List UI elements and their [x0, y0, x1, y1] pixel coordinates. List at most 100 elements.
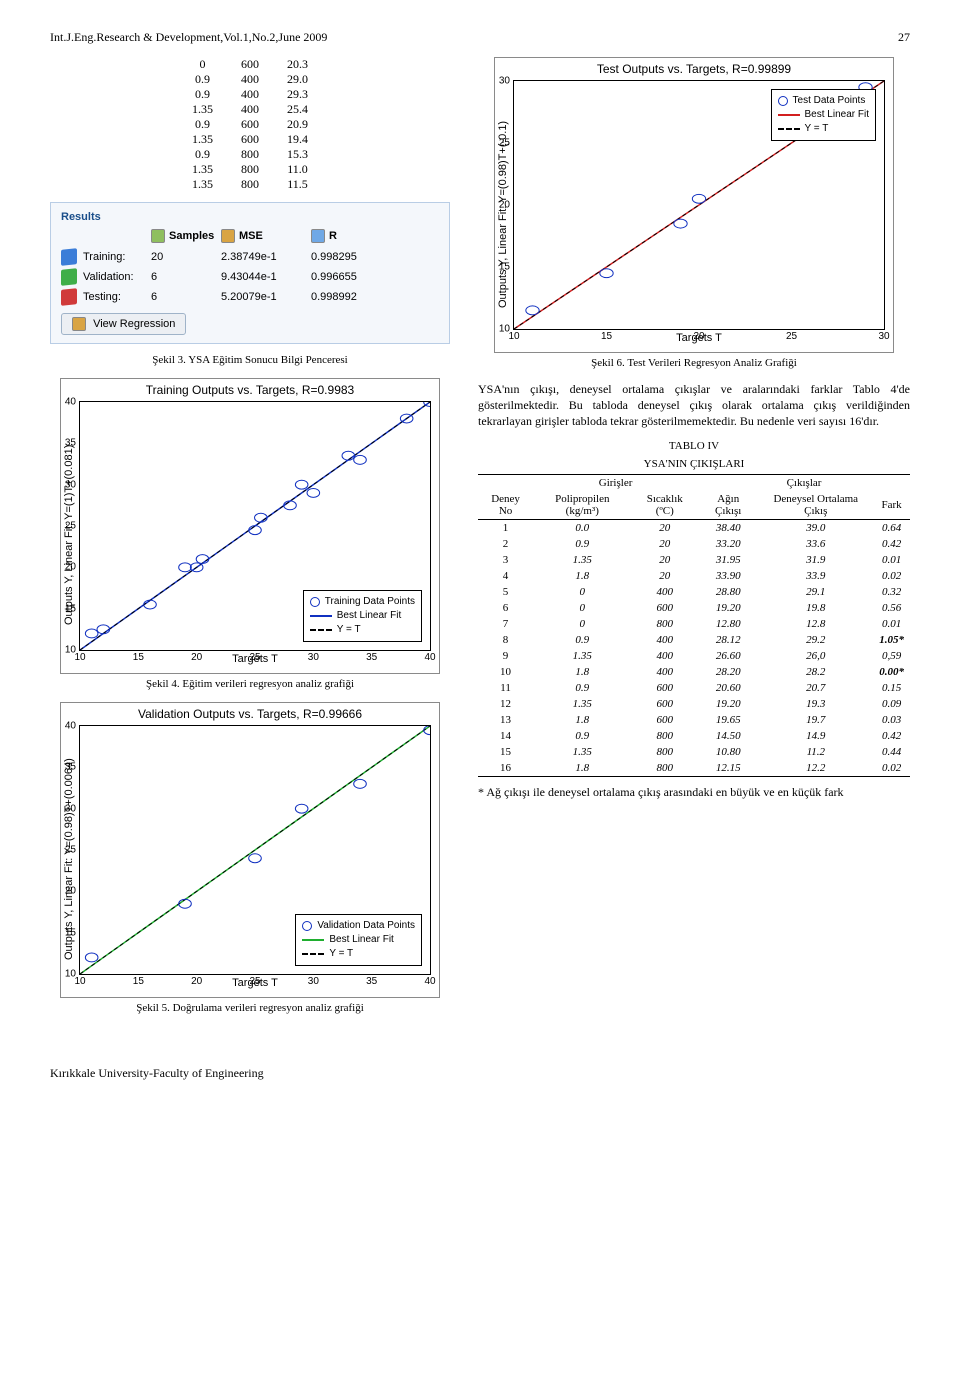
table-cell: 400 — [631, 632, 698, 648]
mini-cell: 0.9 — [178, 147, 227, 162]
mini-cell: 15.3 — [273, 147, 322, 162]
training-chart: Training Outputs vs. Targets, R=0.9983Ou… — [60, 378, 440, 674]
chart-title: Validation Outputs vs. Targets, R=0.9966… — [61, 703, 439, 721]
table-cell: 28.12 — [698, 632, 758, 648]
table-cell: 6 — [478, 600, 533, 616]
table-cell: 19.3 — [758, 696, 873, 712]
mini-cell: 11.5 — [273, 177, 322, 192]
mini-cell: 0.9 — [178, 87, 227, 102]
xtick: 20 — [191, 976, 202, 987]
ytick: 25 — [65, 845, 76, 856]
table-row: 10.02038.4039.00.64 — [478, 519, 910, 536]
table-cell: 0 — [533, 616, 631, 632]
table-cell: 0.02 — [873, 760, 910, 777]
group-head: Girişler — [533, 474, 698, 491]
table-cell: 3 — [478, 552, 533, 568]
table-cell: 26.60 — [698, 648, 758, 664]
page-header: Int.J.Eng.Research & Development,Vol.1,N… — [50, 30, 910, 45]
table-row: 140.980014.5014.90.42 — [478, 728, 910, 744]
table-cell: 600 — [631, 680, 698, 696]
xtick: 10 — [74, 976, 85, 987]
mini-cell: 1.35 — [178, 162, 227, 177]
legend-label: Best Linear Fit — [337, 609, 401, 623]
xtick: 35 — [366, 652, 377, 663]
table-cell: 11 — [478, 680, 533, 696]
table-cell: 19.20 — [698, 600, 758, 616]
table-cell: 39.0 — [758, 519, 873, 536]
chart-icon — [72, 317, 86, 331]
table-cell: 5 — [478, 584, 533, 600]
legend-dash-icon — [310, 629, 332, 631]
xtick: 25 — [786, 331, 797, 342]
table4-footnote: * Ağ çıkışı ile deneysel ortalama çıkış … — [478, 785, 910, 800]
chart-title: Test Outputs vs. Targets, R=0.99899 — [495, 58, 893, 76]
table-cell: 0.9 — [533, 680, 631, 696]
table-row: 151.3580010.8011.20.44 — [478, 744, 910, 760]
table-cell: 19.7 — [758, 712, 873, 728]
table-cell: 20 — [631, 552, 698, 568]
fig5-caption: Şekil 5. Doğrulama verileri regresyon an… — [50, 1002, 450, 1014]
table-cell: 28.20 — [698, 664, 758, 680]
table-cell: 13 — [478, 712, 533, 728]
results-row: Training:202.38749e-10.998295 — [61, 247, 439, 267]
table-cell: 1.8 — [533, 760, 631, 777]
chart-legend: Training Data PointsBest Linear FitY = T — [303, 590, 422, 642]
legend-label: Test Data Points — [793, 94, 866, 108]
table-cell: 4 — [478, 568, 533, 584]
mini-cell: 1.35 — [178, 177, 227, 192]
table-cell: 800 — [631, 728, 698, 744]
legend-label: Best Linear Fit — [805, 108, 869, 122]
table-row: 110.960020.6020.70.15 — [478, 680, 910, 696]
page-number: 27 — [898, 30, 910, 45]
col-head: Deney No — [478, 491, 533, 520]
xtick: 30 — [308, 652, 319, 663]
table-cell: 14 — [478, 728, 533, 744]
table-cell: 28.80 — [698, 584, 758, 600]
xtick: 30 — [878, 331, 889, 342]
page-footer: Kırıkkale University-Faculty of Engineer… — [50, 1066, 910, 1081]
table-cell: 10 — [478, 664, 533, 680]
col-r: R — [329, 230, 337, 242]
table-cell: 0.32 — [873, 584, 910, 600]
table-cell: 19.65 — [698, 712, 758, 728]
table-cell: 20 — [631, 536, 698, 552]
table-cell: 0.56 — [873, 600, 910, 616]
col-head: Polipropilen (kg/m³) — [533, 491, 631, 520]
table-cell: 20.7 — [758, 680, 873, 696]
table-cell: 0 — [533, 584, 631, 600]
table-cell: 1.8 — [533, 712, 631, 728]
mse-icon — [221, 229, 235, 243]
ytick: 40 — [65, 397, 76, 408]
results-row: Testing:65.20079e-10.998992 — [61, 287, 439, 307]
table-cell: 1 — [478, 519, 533, 536]
table-cell: 15 — [478, 744, 533, 760]
table-cell: 12.8 — [758, 616, 873, 632]
table4-title2: YSA'NIN ÇIKIŞLARI — [478, 458, 910, 470]
chart-legend: Validation Data PointsBest Linear FitY =… — [295, 914, 422, 966]
cube-icon — [61, 248, 77, 266]
fig4-caption: Şekil 4. Eğitim verileri regresyon anali… — [50, 678, 450, 690]
table-cell: 600 — [631, 600, 698, 616]
xtick: 15 — [133, 652, 144, 663]
table-cell: 0.42 — [873, 536, 910, 552]
chart-title: Training Outputs vs. Targets, R=0.9983 — [61, 379, 439, 397]
table-cell: 20 — [631, 568, 698, 584]
mini-cell: 600 — [227, 132, 273, 147]
fig3-caption: Şekil 3. YSA Eğitim Sonucu Bilgi Pencere… — [50, 354, 450, 366]
ytick: 30 — [499, 76, 510, 87]
legend-line-icon — [302, 939, 324, 941]
xtick: 25 — [249, 652, 260, 663]
ytick: 20 — [65, 562, 76, 573]
view-regression-button[interactable]: View Regression — [61, 313, 186, 335]
table-row: 31.352031.9531.90.01 — [478, 552, 910, 568]
xtick: 40 — [424, 976, 435, 987]
table-cell: 31.9 — [758, 552, 873, 568]
plot-area: 10152025303540Training Data PointsBest L… — [79, 401, 431, 651]
table-cell: 9 — [478, 648, 533, 664]
xtick: 40 — [424, 652, 435, 663]
legend-marker-icon — [778, 96, 788, 106]
table-row: 5040028.8029.10.32 — [478, 584, 910, 600]
legend-dash-icon — [778, 128, 800, 130]
table-row: 121.3560019.2019.30.09 — [478, 696, 910, 712]
table-cell: 1.8 — [533, 664, 631, 680]
